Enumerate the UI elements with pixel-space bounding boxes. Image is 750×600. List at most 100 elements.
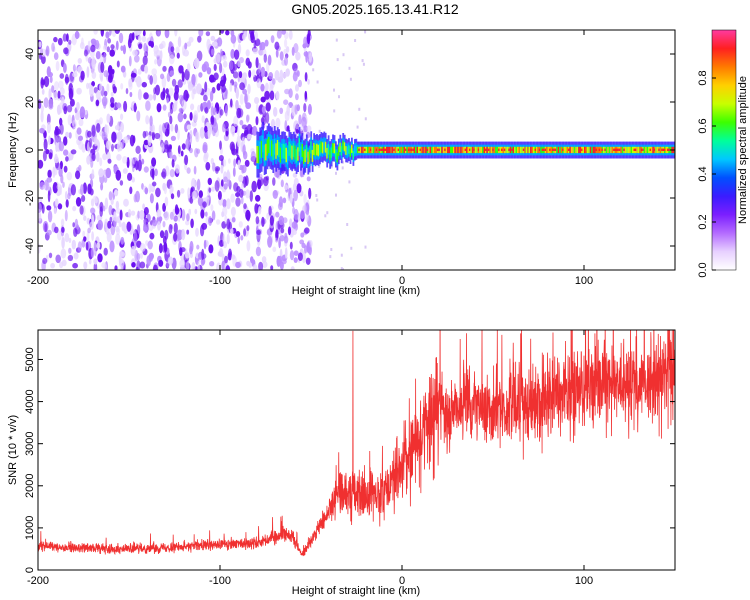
heatmap-cell [168, 87, 174, 96]
heatmap-cell [43, 138, 48, 151]
heatmap-cell [106, 140, 111, 150]
heatmap-cell [142, 203, 146, 210]
heatmap-cell [400, 146, 403, 154]
heatmap-cell [112, 83, 116, 90]
heatmap-cell [186, 229, 190, 235]
heatmap-cell [63, 47, 69, 55]
heatmap-cell [250, 31, 255, 41]
heatmap-cell [57, 90, 61, 99]
heatmap-cell [184, 42, 188, 50]
heatmap-cell [130, 210, 136, 216]
heatmap-cell [287, 226, 292, 236]
heatmap-cell [212, 162, 216, 172]
heatmap-cell [223, 159, 227, 167]
heatmap-cell [102, 205, 106, 212]
heatmap-cell [54, 128, 59, 136]
heatmap-cell [260, 41, 266, 51]
heatmap-cell [284, 120, 288, 132]
heatmap-cell [106, 232, 112, 243]
heatmap-cell [211, 210, 216, 221]
heatmap-cell [89, 85, 94, 97]
heatmap-cell [129, 134, 135, 147]
heatmap-cell [53, 36, 58, 43]
heatmap-cell [252, 47, 259, 55]
heatmap-cell [308, 52, 312, 63]
heatmap-cell [89, 188, 94, 196]
heatmap-cell [193, 165, 197, 175]
heatmap-cell [206, 100, 211, 110]
heatmap-cell [137, 68, 142, 75]
heatmap-cell [245, 189, 251, 199]
heatmap-cell [233, 49, 240, 60]
heatmap-cell [70, 149, 77, 155]
heatmap-cell [295, 51, 301, 61]
heatmap-cell [254, 203, 259, 214]
heatmap-cell [264, 39, 269, 47]
heatmap-cell [158, 124, 163, 135]
heatmap-cell [280, 227, 285, 234]
heatmap-cell [292, 143, 295, 158]
heatmap-cell [100, 76, 103, 82]
heatmap-cell [204, 106, 209, 114]
heatmap-cell [306, 33, 311, 45]
heatmap-cell [311, 149, 314, 162]
heatmap-cell [293, 208, 299, 221]
heatmap-cell [204, 125, 208, 133]
heatmap-cell [221, 55, 228, 61]
heatmap-cell [173, 232, 178, 242]
heatmap-cell [88, 137, 93, 149]
heatmap-cell [348, 66, 351, 70]
heatmap-cell [139, 209, 145, 220]
snr-x-label: Height of straight line (km) [292, 585, 420, 597]
heatmap-cell [135, 190, 140, 203]
heatmap-cell [72, 262, 78, 269]
heatmap-cell [326, 147, 329, 159]
heatmap-cell [139, 261, 146, 269]
heatmap-cell [336, 58, 339, 62]
heatmap-cell [509, 146, 512, 154]
heatmap-cell [154, 168, 158, 177]
heatmap-cell [149, 232, 155, 240]
colorbar-tick-label: 0.8 [697, 70, 709, 85]
heatmap-cell [54, 81, 59, 91]
heatmap-cell [102, 153, 107, 161]
heatmap-cell [202, 101, 208, 108]
heatmap-cell [57, 230, 62, 241]
heatmap-cell [83, 236, 87, 242]
heatmap-cell [252, 125, 258, 136]
heatmap-cell [305, 145, 308, 158]
heatmap-cell [114, 265, 118, 270]
heatmap-cell [149, 75, 153, 85]
colorbar-label: Normalized spectral amplitude [737, 76, 749, 224]
heatmap-cell [208, 244, 214, 254]
heatmap-cell [525, 146, 528, 154]
heatmap-cell [301, 144, 304, 157]
heatmap-cell [242, 72, 247, 79]
heatmap-cell [280, 179, 284, 188]
heatmap-cell [304, 245, 308, 254]
heatmap-cell [348, 180, 351, 184]
y-tick-label: 0 [24, 147, 36, 153]
heatmap-cell [547, 146, 550, 154]
heatmap-cell [645, 146, 647, 154]
heatmap-cell [175, 164, 180, 174]
heatmap-cell [276, 30, 282, 39]
heatmap-cell [195, 227, 199, 237]
heatmap-cell [174, 84, 180, 95]
heatmap-cell [122, 44, 126, 55]
colorbar-gradient [711, 29, 737, 271]
heatmap-cell [125, 88, 129, 95]
heatmap-cell [308, 187, 312, 200]
heatmap-cell [59, 87, 65, 96]
heatmap-cell [233, 158, 237, 168]
heatmap-cell [64, 73, 69, 85]
heatmap-cell [355, 145, 358, 154]
heatmap-cell [496, 146, 499, 154]
heatmap-cell [340, 253, 343, 257]
heatmap-cell [97, 219, 103, 231]
heatmap-cell [219, 140, 222, 150]
heatmap-cell [489, 146, 492, 154]
heatmap-cell [105, 167, 112, 179]
heatmap-cell [329, 149, 331, 161]
heatmap-cell [118, 221, 122, 228]
